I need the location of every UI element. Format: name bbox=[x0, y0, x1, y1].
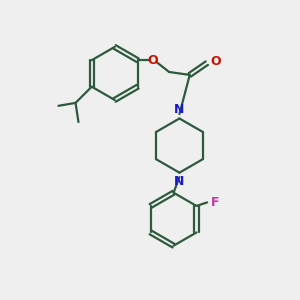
Text: N: N bbox=[174, 103, 184, 116]
Text: N: N bbox=[174, 175, 184, 188]
Text: F: F bbox=[211, 196, 220, 209]
Text: O: O bbox=[148, 54, 158, 67]
Text: O: O bbox=[210, 55, 221, 68]
